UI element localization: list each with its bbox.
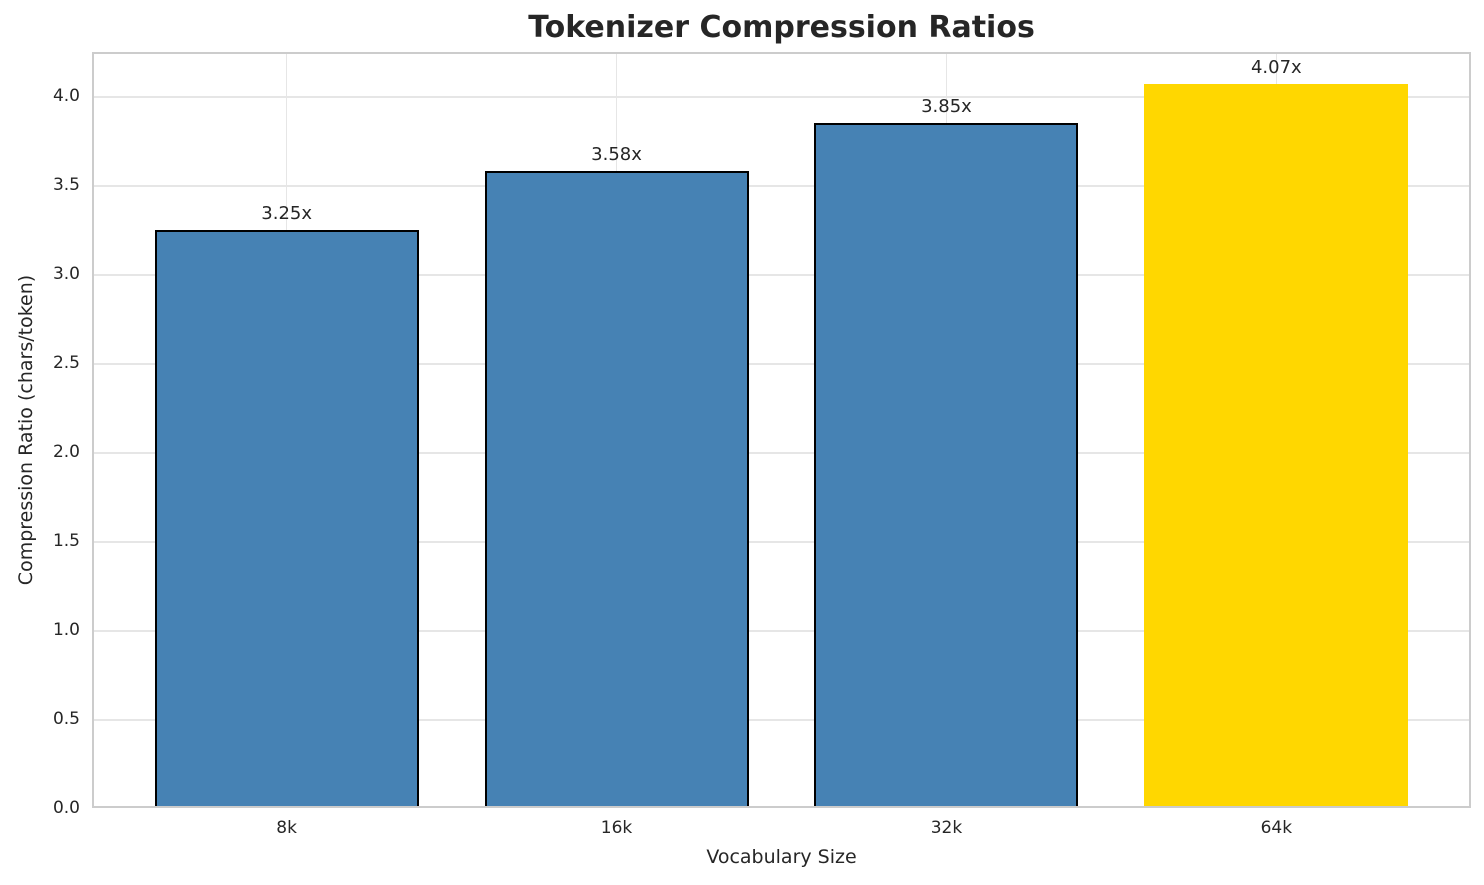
y-tick-label: 0.5 bbox=[52, 709, 80, 730]
chart-title: Tokenizer Compression Ratios bbox=[528, 10, 1035, 45]
bar-value-label: 3.58x bbox=[591, 144, 642, 166]
bar-32k bbox=[814, 123, 1079, 808]
bar-8k bbox=[154, 229, 419, 808]
plot-area: 3.25x 3.58x 3.85x 4.07x bbox=[92, 52, 1471, 808]
horizontal-gridline bbox=[92, 96, 1471, 98]
x-tick-label: 32k bbox=[930, 818, 963, 838]
y-tick-label: 1.0 bbox=[52, 620, 80, 641]
y-tick-label: 3.5 bbox=[52, 175, 80, 196]
x-tick-label: 64k bbox=[1260, 818, 1293, 838]
y-tick-label: 2.5 bbox=[52, 353, 80, 374]
horizontal-gridline bbox=[92, 630, 1471, 632]
y-tick-label: 0.0 bbox=[52, 798, 80, 818]
x-axis-label: Vocabulary Size bbox=[706, 846, 857, 868]
bar-64k bbox=[1144, 84, 1409, 808]
bar-value-label: 3.85x bbox=[921, 96, 972, 118]
horizontal-gridline bbox=[92, 363, 1471, 365]
bar-value-label: 3.25x bbox=[261, 202, 312, 224]
x-tick-label: 8k bbox=[276, 818, 297, 838]
horizontal-gridline bbox=[92, 274, 1471, 276]
y-axis-label: Compression Ratio (chars/token) bbox=[15, 274, 37, 586]
x-tick-label: 16k bbox=[600, 818, 633, 838]
y-tick-label: 2.0 bbox=[52, 442, 80, 463]
y-tick-label: 3.0 bbox=[52, 264, 80, 285]
y-tick-label: 4.0 bbox=[52, 86, 80, 107]
horizontal-gridline bbox=[92, 452, 1471, 454]
bar-value-label: 4.07x bbox=[1250, 57, 1302, 79]
horizontal-gridline bbox=[92, 719, 1471, 721]
horizontal-gridline bbox=[92, 541, 1471, 543]
y-tick-label: 1.5 bbox=[52, 531, 80, 552]
horizontal-gridline bbox=[92, 185, 1471, 187]
bar-16k bbox=[484, 171, 749, 808]
